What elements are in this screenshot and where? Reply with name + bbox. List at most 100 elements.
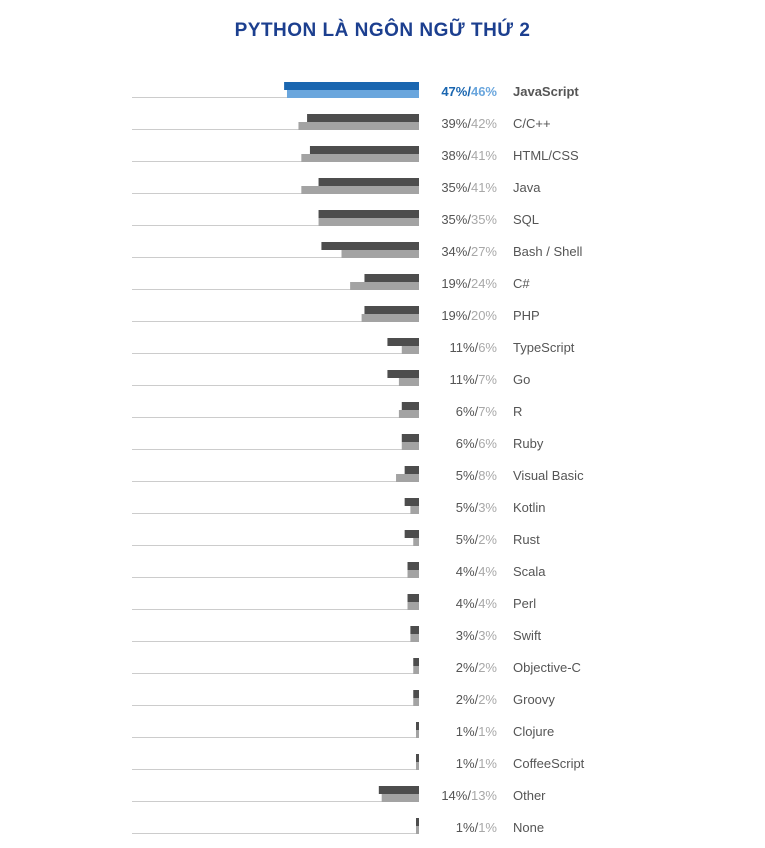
pct-label: 5%/8%: [456, 468, 498, 483]
language-label: C#: [513, 276, 530, 291]
bar-previous: [398, 410, 419, 418]
bar-current: [407, 594, 419, 602]
bar-previous: [413, 698, 419, 706]
pct-current: 4%/: [456, 596, 479, 611]
bar-current: [401, 402, 419, 410]
pct-current: 38%/: [441, 148, 471, 163]
pct-label: 1%/1%: [456, 820, 498, 835]
language-label: None: [513, 820, 544, 835]
bar-current: [416, 722, 419, 730]
bar-current: [321, 242, 419, 250]
bar-previous: [410, 506, 419, 514]
bar-current: [387, 370, 419, 378]
pct-previous: 41%: [471, 180, 497, 195]
pct-previous: 13%: [471, 788, 497, 803]
bar-previous: [381, 794, 419, 802]
pct-previous: 4%: [478, 596, 497, 611]
pct-current: 11%/: [450, 372, 479, 387]
language-label: Groovy: [513, 692, 555, 707]
pct-label: 1%/1%: [456, 756, 498, 771]
pct-label: 6%/7%: [456, 404, 498, 419]
language-label: Bash / Shell: [513, 244, 582, 259]
pct-label: 2%/2%: [456, 692, 498, 707]
pct-current: 11%/: [450, 340, 479, 355]
pct-previous: 6%: [478, 340, 497, 355]
language-label: R: [513, 404, 522, 419]
language-label: CoffeeScript: [513, 756, 585, 771]
bar-previous: [286, 90, 419, 98]
pct-previous: 2%: [478, 660, 497, 675]
language-label: C/C++: [513, 116, 551, 131]
pct-previous: 8%: [478, 468, 497, 483]
pct-label: 5%/3%: [456, 500, 498, 515]
pct-label: 2%/2%: [456, 660, 498, 675]
bar-previous: [298, 122, 419, 130]
pct-current: 1%/: [456, 724, 479, 739]
pct-previous: 4%: [478, 564, 497, 579]
pct-current: 5%/: [456, 500, 479, 515]
pct-current: 1%/: [456, 756, 479, 771]
pct-previous: 35%: [471, 212, 497, 227]
pct-previous: 46%: [471, 84, 497, 99]
pct-current: 35%/: [441, 212, 471, 227]
pct-label: 4%/4%: [456, 596, 498, 611]
pct-current: 14%/: [441, 788, 471, 803]
bar-previous: [398, 378, 419, 386]
pct-label: 35%/41%: [441, 180, 497, 195]
bar-previous: [396, 474, 419, 482]
pct-current: 47%/: [441, 84, 471, 99]
pct-current: 6%/: [456, 404, 479, 419]
pct-previous: 24%: [471, 276, 497, 291]
pct-label: 11%/6%: [450, 340, 498, 355]
bar-current: [413, 690, 419, 698]
bar-current: [284, 82, 419, 90]
bar-previous: [416, 762, 419, 770]
language-label: Other: [513, 788, 546, 803]
pct-label: 19%/24%: [441, 276, 497, 291]
pct-previous: 20%: [471, 308, 497, 323]
pct-label: 39%/42%: [441, 116, 497, 131]
pct-previous: 7%: [478, 372, 497, 387]
pct-current: 39%/: [441, 116, 471, 131]
bar-current: [309, 146, 419, 154]
pct-previous: 7%: [478, 404, 497, 419]
pct-current: 35%/: [441, 180, 471, 195]
bar-previous: [301, 154, 419, 162]
bar-previous: [407, 570, 419, 578]
pct-label: 3%/3%: [456, 628, 498, 643]
bar-current: [407, 562, 419, 570]
bar-current: [404, 530, 419, 538]
bar-previous: [361, 314, 419, 322]
language-label: Perl: [513, 596, 536, 611]
language-label: Objective-C: [513, 660, 581, 675]
pct-label: 11%/7%: [450, 372, 498, 387]
bar-current: [416, 754, 419, 762]
pct-previous: 1%: [478, 756, 497, 771]
bar-previous: [416, 826, 419, 834]
pct-previous: 2%: [478, 692, 497, 707]
pct-label: 19%/20%: [441, 308, 497, 323]
bar-previous: [401, 442, 419, 450]
bar-previous: [416, 730, 419, 738]
bar-current: [416, 818, 419, 826]
bar-current: [413, 658, 419, 666]
language-label: Clojure: [513, 724, 554, 739]
pct-previous: 2%: [478, 532, 497, 547]
pct-label: 5%/2%: [456, 532, 498, 547]
pct-previous: 1%: [478, 820, 497, 835]
pct-current: 1%/: [456, 820, 479, 835]
pct-label: 14%/13%: [441, 788, 497, 803]
pct-label: 4%/4%: [456, 564, 498, 579]
pct-current: 4%/: [456, 564, 479, 579]
pct-label: 47%/46%: [441, 84, 497, 99]
bar-previous: [407, 602, 419, 610]
language-label: Rust: [513, 532, 540, 547]
pct-label: 1%/1%: [456, 724, 498, 739]
pct-current: 2%/: [456, 660, 479, 675]
bar-current: [401, 434, 419, 442]
language-label: Visual Basic: [513, 468, 584, 483]
language-label: Go: [513, 372, 530, 387]
bar-current: [307, 114, 419, 122]
pct-previous: 6%: [478, 436, 497, 451]
